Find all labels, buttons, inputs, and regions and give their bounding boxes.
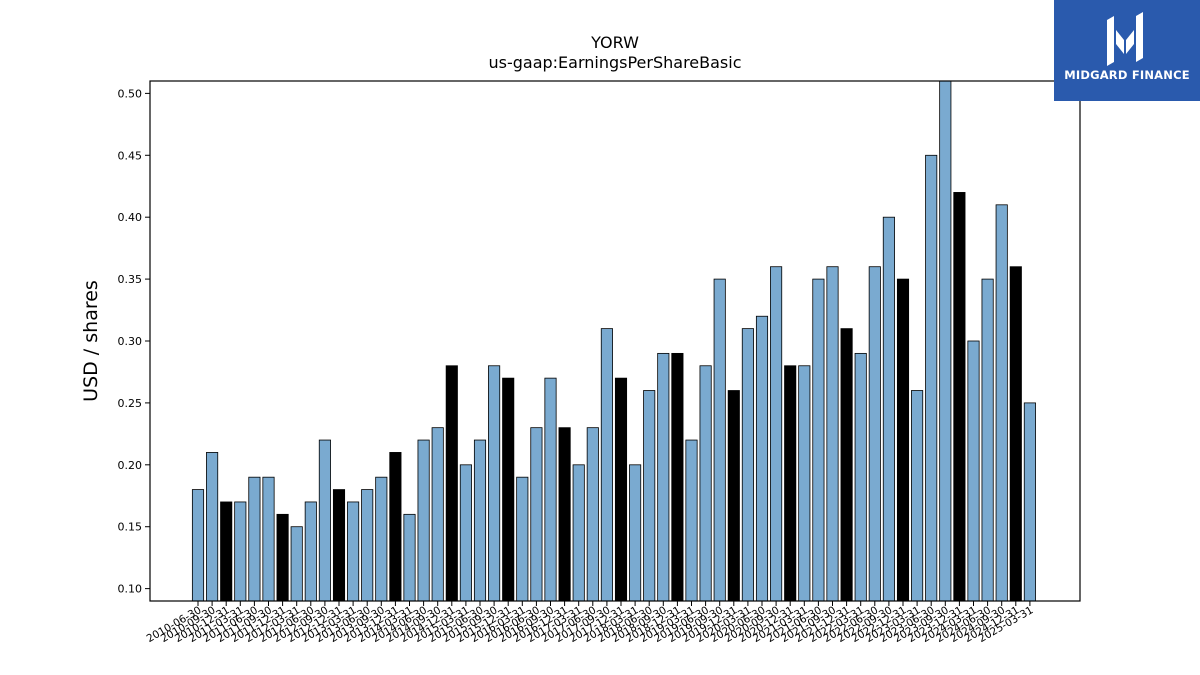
bar-2017-09-30 (600, 328, 613, 602)
bar-2013-09-30 (375, 476, 388, 602)
y-tick-label: 0.25 (118, 397, 143, 410)
y-tick-label: 0.30 (118, 335, 143, 348)
bar-2017-03-31 (572, 464, 585, 602)
bar-2014-09-30 (431, 427, 444, 602)
y-axis-label: USD / shares (80, 280, 102, 402)
bar-2015-09-30 (488, 365, 501, 602)
bar-2011-03-31 (234, 501, 247, 602)
bar-2016-09-30 (544, 377, 557, 602)
bar-2020-03-31 (741, 328, 754, 602)
bar-2016-03-31 (516, 476, 529, 602)
bar-2021-06-30 (812, 278, 825, 602)
y-tick-label: 0.40 (118, 211, 143, 224)
bar-2019-12-31 (727, 390, 740, 602)
y-axis-ticks: 0.10 0.15 0.20 0.25 0.30 0.35 0.40 0.45 0.50 (118, 87, 150, 596)
bar-2020-09-30 (770, 266, 783, 602)
bar-2015-12-31 (502, 377, 515, 602)
bar-2017-06-30 (586, 427, 599, 602)
y-tick-label: 0.10 (118, 583, 143, 596)
bar-2011-06-30 (248, 476, 261, 602)
bar-2011-12-31 (276, 513, 289, 602)
bar-2013-12-31 (389, 452, 402, 602)
x-axis-ticks: 2010-06-302010-09-302010-12-312011-03-31… (145, 601, 1035, 645)
bar-2016-12-31 (558, 427, 571, 602)
bar-2019-06-30 (699, 365, 712, 602)
bar-2012-09-30 (318, 439, 331, 602)
bar-2012-12-31 (332, 489, 346, 602)
bar-2024-12-31 (1009, 266, 1022, 602)
bar-2015-06-30 (473, 439, 487, 602)
logo-text: MIDGARD FINANCE (1064, 68, 1190, 82)
bar-2021-03-31 (798, 365, 811, 602)
bar-2010-12-31 (220, 501, 233, 602)
bar-2024-09-30 (995, 204, 1008, 602)
y-tick-label: 0.50 (118, 87, 143, 100)
bar-2023-06-30 (925, 154, 938, 602)
bar-2020-06-30 (755, 315, 769, 602)
bars (191, 80, 1036, 602)
bar-2021-09-30 (826, 266, 839, 602)
bar-2020-12-31 (784, 365, 797, 602)
plot-frame (149, 80, 1081, 602)
bar-2024-03-31 (967, 340, 980, 602)
bar-2023-09-30 (939, 80, 952, 602)
bar-2012-06-30 (304, 501, 317, 602)
bar-2023-12-31 (953, 192, 966, 602)
bar-2024-06-30 (981, 278, 994, 602)
bar-2010-06-30 (191, 489, 205, 602)
bar-2014-03-31 (403, 513, 416, 602)
bar-2014-12-31 (445, 365, 458, 602)
bar-2010-09-30 (206, 452, 219, 602)
logo-mark-icon (1107, 12, 1143, 66)
chart-subtitle: us-gaap:EarningsPerShareBasic (488, 53, 741, 72)
bar-2016-06-30 (530, 427, 543, 602)
bar-2018-06-30 (643, 390, 656, 602)
bar-2018-12-31 (671, 352, 684, 602)
bar-2018-09-30 (657, 352, 670, 602)
bar-2015-03-31 (459, 464, 472, 602)
y-tick-label: 0.20 (118, 459, 143, 472)
bar-2013-06-30 (361, 489, 374, 602)
bar-2014-06-30 (417, 439, 430, 602)
bar-2022-12-31 (896, 278, 910, 602)
bar-2021-12-31 (840, 328, 853, 602)
bar-2012-03-31 (290, 526, 303, 602)
bar-2019-09-30 (713, 278, 726, 602)
bar-2017-12-31 (614, 377, 628, 602)
y-tick-label: 0.45 (118, 149, 143, 162)
bar-2018-03-31 (629, 464, 642, 602)
bar-2013-03-31 (347, 501, 360, 602)
bar-2025-03-31 (1023, 402, 1036, 602)
bar-2022-06-30 (868, 266, 881, 602)
chart-title: YORW (590, 33, 639, 52)
y-tick-label: 0.35 (118, 273, 143, 286)
bar-2011-09-30 (262, 476, 275, 602)
bar-2023-03-31 (911, 390, 924, 602)
brand-logo: MIDGARD FINANCE (1054, 0, 1200, 101)
y-tick-label: 0.15 (118, 521, 143, 534)
bar-2022-09-30 (882, 216, 895, 602)
bar-2019-03-31 (685, 439, 698, 602)
bar-2022-03-31 (854, 352, 867, 602)
